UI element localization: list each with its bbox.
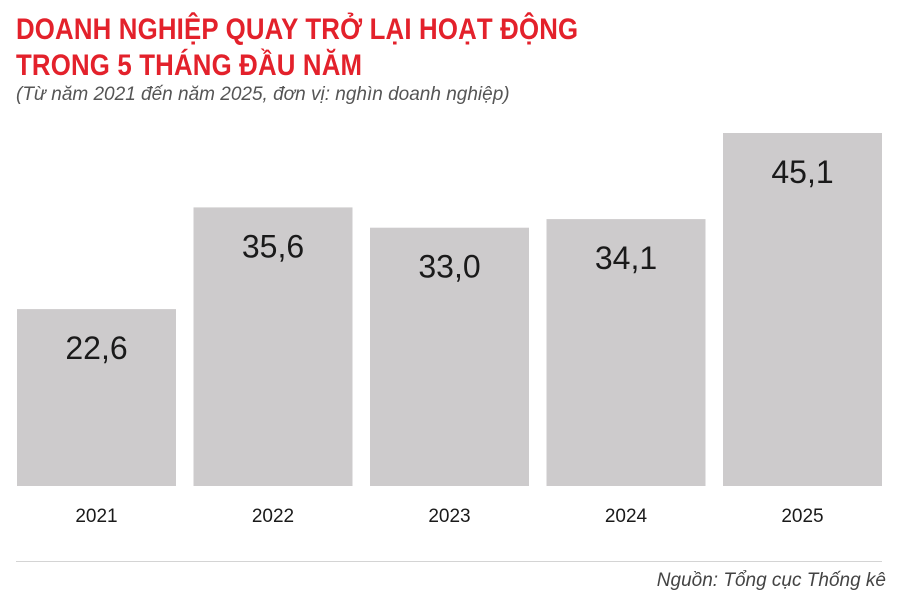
bar-value-label-2025: 45,1 [771,154,833,190]
bar-2025 [723,133,882,486]
x-tick-label-2023: 2023 [428,506,470,527]
x-tick-label-2025: 2025 [781,506,823,527]
chart-title: DOANH NGHIỆP QUAY TRỞ LẠI HOẠT ĐỘNG TRON… [16,12,578,84]
bar-value-label-2022: 35,6 [242,228,304,264]
bar-2022 [193,207,353,486]
chart-title-line-1: DOANH NGHIỆP QUAY TRỞ LẠI HOẠT ĐỘNG [16,13,579,46]
bar-value-label-2023: 33,0 [418,249,480,285]
bar-chart: 22,635,633,0 34,145,1 2021 2022 2023 2024 202… [17,133,882,527]
bar-2021 [17,309,176,486]
bars-layer [17,133,882,486]
chart-subtitle: (Từ năm 2021 đến năm 2025, đơn vị: nghìn… [16,84,510,105]
bar-2023 [370,227,529,486]
x-tick-label-2021: 2021 [75,506,117,527]
bar-value-label-2024: 34,1 [595,240,657,276]
x-axis-tick-labels: 2021 2022 2023 2024 2025 [75,506,823,527]
footer-divider [16,561,882,562]
source-note: Nguồn: Tổng cục Thống kê [656,570,886,591]
bar-2024 [546,219,706,486]
chart-title-line-2: TRONG 5 THÁNG ĐẦU NĂM [16,49,363,82]
x-tick-label-2024: 2024 [605,506,648,527]
bar-value-label-2021: 22,6 [65,330,127,366]
x-tick-label-2022: 2022 [252,506,294,527]
value-labels-layer: 22,6 35,6 33,0 34,1 45,1 [65,154,833,366]
